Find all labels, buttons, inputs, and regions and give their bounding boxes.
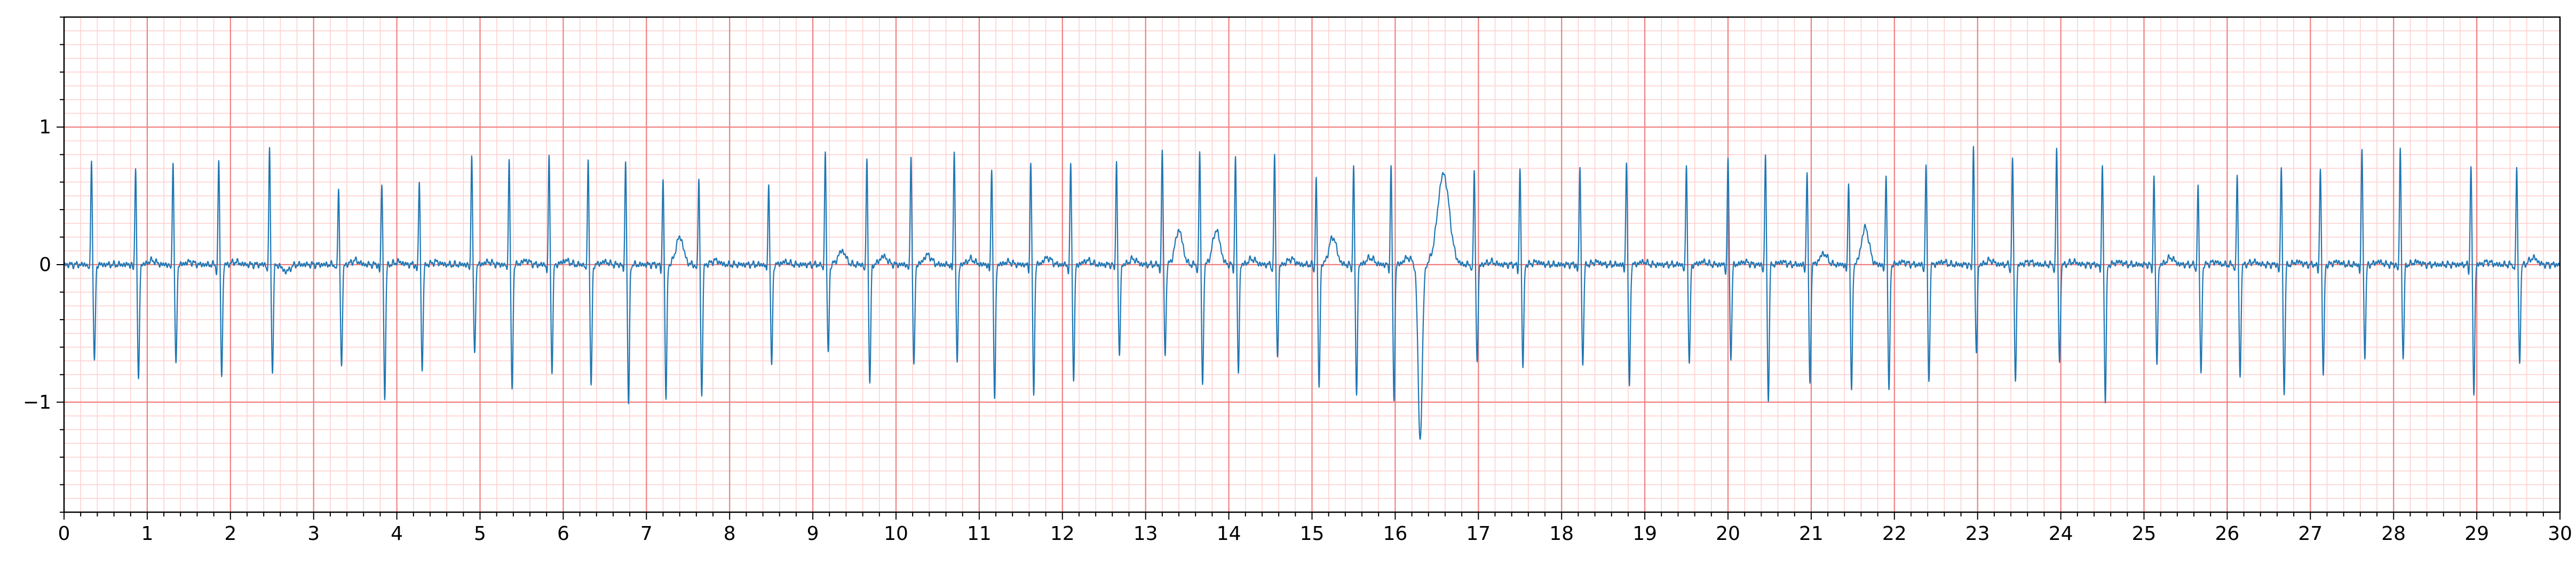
y-axis-ticks (57, 17, 64, 513)
x-tick-label: 4 (391, 523, 403, 545)
x-tick-label: 9 (807, 523, 819, 545)
x-tick-label: 24 (2049, 523, 2073, 545)
x-tick-label: 17 (1466, 523, 1491, 545)
x-tick-label: 11 (967, 523, 992, 545)
x-tick-label: 5 (474, 523, 486, 545)
x-tick-label: 21 (1799, 523, 1824, 545)
x-tick-label: 30 (2548, 523, 2572, 545)
x-tick-label: 28 (2381, 523, 2406, 545)
x-tick-label: 2 (224, 523, 236, 545)
x-tick-label: 18 (1549, 523, 1574, 545)
y-axis-tick-labels: −1 0 1 (23, 116, 51, 413)
x-tick-label: 0 (58, 523, 70, 545)
y-tick-label: −1 (23, 392, 51, 413)
x-tick-label: 25 (2132, 523, 2157, 545)
x-tick-label: 23 (1965, 523, 1990, 545)
x-tick-label: 27 (2298, 523, 2323, 545)
x-tick-label: 20 (1716, 523, 1740, 545)
ecg-trace-line (63, 146, 2561, 440)
x-tick-label: 29 (2464, 523, 2489, 545)
x-tick-label: 13 (1134, 523, 1158, 545)
y-tick-label: 0 (39, 254, 51, 276)
x-tick-label: 6 (557, 523, 569, 545)
x-tick-label: 1 (141, 523, 153, 545)
x-axis-ticks (64, 512, 2561, 520)
series-layer (63, 146, 2561, 440)
x-tick-label: 3 (307, 523, 320, 545)
x-axis-tick-labels: 0 1 2 3 4 5 6 7 8 9 10 11 12 13 14 15 16 17 18 19 20 21 22 23 24… (58, 523, 2572, 545)
x-tick-label: 7 (640, 523, 653, 545)
x-tick-label: 15 (1300, 523, 1325, 545)
x-tick-label: 22 (1882, 523, 1907, 545)
x-tick-label: 14 (1217, 523, 1241, 545)
x-tick-label: 19 (1632, 523, 1657, 545)
x-tick-label: 26 (2215, 523, 2239, 545)
x-tick-label: 10 (884, 523, 908, 545)
x-tick-label: 12 (1050, 523, 1075, 545)
y-tick-label: 1 (39, 116, 51, 138)
x-tick-label: 16 (1383, 523, 1407, 545)
x-tick-label: 8 (724, 523, 736, 545)
